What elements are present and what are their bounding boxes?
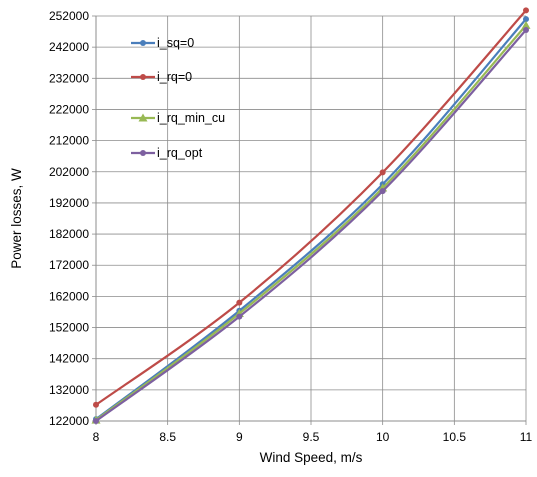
legend-marker <box>140 150 146 156</box>
legend: i_sq=0 i_rq=0 i_rq_min_cu i_rq_opt <box>131 36 225 160</box>
axes <box>92 15 527 425</box>
series-line <box>95 18 527 421</box>
y-tick-label: 162000 <box>49 289 89 303</box>
data-point <box>523 27 529 34</box>
data-point <box>93 418 99 424</box>
legend-entry: i_rq=0 <box>131 70 192 84</box>
y-tick-label: 232000 <box>49 71 89 85</box>
y-tick-label: 202000 <box>49 165 89 179</box>
legend-marker <box>138 113 148 122</box>
x-tick-label: 9.5 <box>303 430 320 444</box>
x-tick-label: 8.5 <box>159 430 176 444</box>
legend-label: i_rq_opt <box>157 146 203 160</box>
y-tick-label: 252000 <box>49 9 89 23</box>
legend-label: i_rq_min_cu <box>157 111 225 125</box>
series-line <box>95 24 527 421</box>
data-point <box>236 299 243 306</box>
legend-label: i_rq=0 <box>157 70 192 84</box>
data-point <box>523 16 529 23</box>
x-axis-title: Wind Speed, m/s <box>260 450 363 465</box>
series-i_rq=0 <box>93 7 529 408</box>
data-point <box>236 313 243 320</box>
y-tick-label: 122000 <box>49 414 89 428</box>
legend-entry: i_rq_min_cu <box>131 111 225 125</box>
y-axis-title: Power losses, W <box>9 168 24 269</box>
x-tick-label: 10.5 <box>443 430 467 444</box>
x-tick-label: 9 <box>236 430 243 444</box>
series-line <box>95 9 527 406</box>
data-point <box>521 20 531 29</box>
y-tick-label: 132000 <box>49 383 89 397</box>
y-tick-labels: 122000 132000 142000 152000 162000 172000 1820… <box>49 9 89 428</box>
series-i_rq_opt <box>93 27 529 424</box>
legend-entry: i_sq=0 <box>131 36 194 50</box>
x-tick-label: 8 <box>93 430 100 444</box>
legend-label: i_sq=0 <box>157 36 194 50</box>
data-point <box>93 401 99 408</box>
data-point <box>523 7 529 14</box>
y-tick-label: 142000 <box>49 352 89 366</box>
y-tick-label: 172000 <box>49 258 89 272</box>
y-tick-label: 182000 <box>49 227 89 241</box>
y-tick-label: 152000 <box>49 321 89 335</box>
grid <box>95 15 527 422</box>
x-tick-labels: 8 8.5 9 9.5 10 10.5 11 <box>93 430 533 444</box>
y-tick-label: 192000 <box>49 196 89 210</box>
series-line <box>95 29 527 422</box>
legend-marker <box>140 74 146 80</box>
y-tick-label: 242000 <box>49 40 89 54</box>
legend-entry: i_rq_opt <box>131 146 203 160</box>
data-point <box>379 188 386 195</box>
x-tick-label: 10 <box>376 430 390 444</box>
y-tick-label: 222000 <box>49 102 89 116</box>
x-tick-label: 11 <box>520 430 533 444</box>
series-lines <box>91 7 531 424</box>
legend-marker <box>140 40 146 46</box>
data-point <box>379 169 386 176</box>
y-tick-label: 212000 <box>49 134 89 148</box>
